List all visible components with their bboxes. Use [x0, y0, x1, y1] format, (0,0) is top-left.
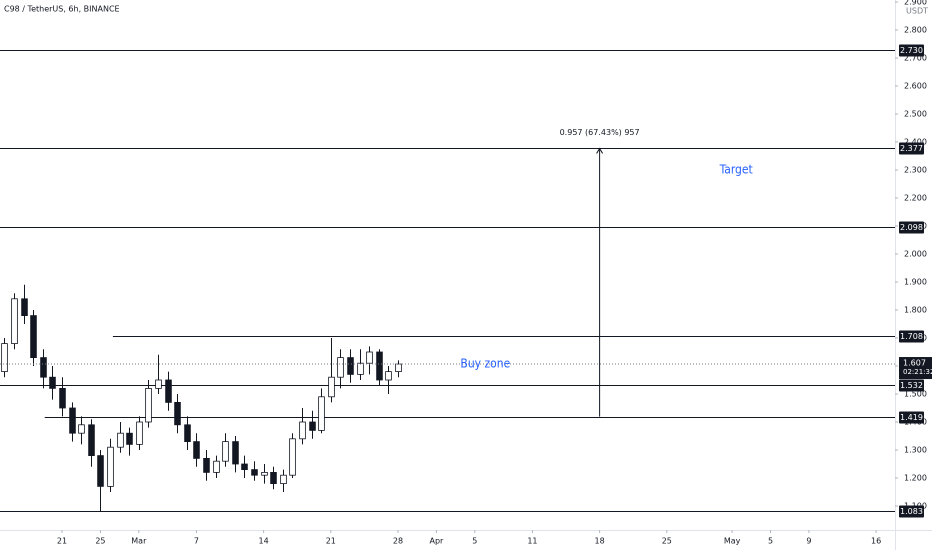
candle-body — [289, 438, 296, 476]
x-tick-label: 5 — [472, 537, 477, 546]
candle-body — [21, 298, 28, 316]
candle-body — [30, 315, 37, 358]
level-label-box — [899, 379, 924, 392]
last-price-box — [899, 357, 932, 380]
x-tick-label: 11 — [527, 537, 537, 546]
x-tick-label: May — [724, 537, 741, 546]
candle-body — [40, 357, 47, 378]
candle-body — [280, 474, 287, 485]
x-tick-label: 9 — [806, 537, 811, 546]
candle-body — [97, 455, 104, 487]
candle-body — [251, 469, 258, 476]
candle-body — [136, 421, 143, 445]
y-tick-label: 2.200 — [904, 193, 927, 202]
candle-body — [366, 351, 373, 364]
candle-body — [309, 421, 316, 431]
level-label: 1.708 — [900, 332, 923, 341]
candle-body — [1, 343, 8, 372]
candle-body — [203, 458, 210, 473]
x-tick-label: 28 — [393, 537, 403, 546]
y-tick-label: 1.500 — [904, 389, 927, 398]
level-label: 1.419 — [900, 413, 923, 422]
y-tick-label: 2.000 — [904, 249, 927, 258]
x-tick-label: 16 — [871, 537, 881, 546]
y-tick-label: 2.700 — [904, 53, 927, 62]
y-tick-label: 1.800 — [904, 305, 927, 314]
annotation: Buy zone — [460, 357, 510, 371]
candle-body — [107, 446, 114, 487]
measure-arrow — [596, 147, 604, 154]
candle-body — [193, 441, 200, 459]
candle-body — [184, 424, 191, 443]
y-tick-label: 2.500 — [904, 109, 927, 118]
candle-body — [357, 362, 364, 375]
candle-body — [395, 363, 402, 372]
price-unit: USDT — [906, 7, 928, 16]
candle-body — [270, 472, 277, 485]
candle-body — [261, 472, 268, 476]
y-tick-label: 2.900 — [904, 0, 927, 6]
candle-body — [328, 376, 335, 398]
y-tick-label: 2.600 — [904, 81, 927, 90]
x-tick-label: Mar — [131, 537, 147, 546]
candle-body — [318, 396, 325, 431]
level-label: 2.098 — [900, 223, 923, 232]
y-tick-label: 2.800 — [904, 25, 927, 34]
level-label-box — [899, 330, 924, 343]
level-label-box — [899, 505, 924, 518]
candle-body — [126, 432, 133, 445]
y-tick-label: 2.400 — [904, 137, 927, 146]
candle-body — [222, 441, 229, 462]
candle-body — [174, 402, 181, 426]
level-label-box — [899, 44, 924, 57]
candle-body — [376, 351, 383, 381]
candle-body — [241, 463, 248, 471]
x-tick-label: 25 — [95, 537, 105, 546]
measure-label: 0.957 (67.43%) 957 — [560, 128, 640, 137]
candle-body — [145, 387, 152, 423]
level-label-box — [899, 221, 924, 234]
chart-title: C98 / TetherUS, 6h, BINANCE — [4, 5, 120, 14]
level-label-box — [899, 142, 924, 155]
candle-body — [69, 407, 76, 434]
countdown-label: 02:21:32 — [903, 368, 932, 376]
x-tick-label: 21 — [326, 537, 336, 546]
candle-body — [11, 298, 18, 344]
x-tick-label: 21 — [57, 537, 67, 546]
candle-body — [78, 424, 85, 434]
x-tick-label: 25 — [662, 537, 672, 546]
candle-body — [337, 357, 344, 378]
y-tick-label: 1.900 — [904, 277, 927, 286]
level-label: 2.730 — [900, 46, 923, 55]
y-tick-label: 1.200 — [904, 474, 927, 483]
candle-body — [155, 379, 162, 389]
last-price-label: 1.607 — [903, 359, 926, 368]
x-tick-label: Apr — [429, 537, 444, 546]
candle-body — [347, 357, 354, 375]
candle-body — [232, 441, 239, 465]
candle-body — [49, 376, 56, 389]
candle-body — [165, 379, 172, 403]
candle-body — [59, 387, 66, 409]
y-tick-label: 1.300 — [904, 446, 927, 455]
x-tick-label: 18 — [595, 537, 605, 546]
level-label: 1.083 — [900, 507, 923, 516]
candle-body — [213, 460, 220, 473]
candle-body — [117, 432, 124, 448]
candle-body — [88, 424, 95, 457]
x-tick-label: 7 — [194, 537, 199, 546]
x-tick-label: 5 — [768, 537, 773, 546]
x-tick-label: 14 — [259, 537, 269, 546]
level-label: 1.532 — [900, 381, 923, 390]
level-label-box — [899, 411, 924, 424]
candle-body — [299, 421, 306, 440]
candle-body — [385, 371, 392, 381]
annotation: Target — [719, 162, 753, 176]
level-label: 2.377 — [900, 144, 923, 153]
y-tick-label: 2.300 — [904, 165, 927, 174]
